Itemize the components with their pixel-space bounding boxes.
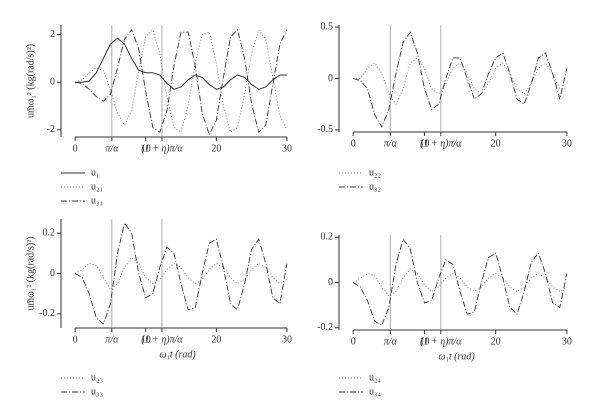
y-axis-label: um̄ω₁² (kg(rad/s)²)	[25, 44, 36, 118]
x-tick-label: 0	[351, 138, 356, 149]
x-tick-label: 20	[491, 336, 501, 347]
legend-label: u₂₃	[91, 372, 103, 383]
y-tick-label: 0	[328, 73, 333, 84]
series-line	[352, 238, 568, 327]
legend-label: u₂₁	[91, 181, 103, 192]
legend-label: u₂₂	[369, 167, 381, 178]
x-tick-label: 10	[141, 334, 151, 345]
x-tick-label: 30	[562, 138, 572, 149]
x-tick-label: (1 + η)π/α	[420, 138, 462, 149]
y-tick-label: -0.5	[317, 124, 333, 135]
series-line	[352, 268, 568, 297]
x-tick-label: 30	[282, 143, 292, 154]
x-tick-label: 30	[562, 336, 572, 347]
x-tick-label: π/α	[105, 143, 119, 154]
x-tick-label: 20	[211, 334, 221, 345]
series-line	[74, 28, 288, 133]
y-tick-label: 0.2	[43, 227, 56, 238]
x-tick-label: 10	[141, 143, 151, 154]
series-line	[74, 221, 288, 325]
x-axis-label: ω₁t (rad)	[159, 349, 196, 360]
x-tick-label: (1 + η)π/α	[420, 336, 462, 347]
y-tick-label: 0	[50, 76, 55, 87]
x-tick-label: 0	[73, 334, 78, 345]
x-axis-label: ω₁t (rad)	[438, 351, 475, 362]
x-tick-label: π/α	[384, 138, 398, 149]
series-line	[353, 31, 568, 128]
x-tick-label: 10	[419, 138, 429, 149]
x-tick-label: 20	[211, 143, 221, 154]
x-tick-label: 10	[419, 336, 429, 347]
x-tick-label: 30	[282, 334, 292, 345]
legend-label: u₂₄	[369, 372, 381, 383]
x-tick-label: π/α	[384, 336, 398, 347]
x-tick-label: 0	[73, 143, 78, 154]
y-tick-label: 0.5	[321, 21, 334, 32]
y-tick-label: -0.2	[39, 308, 55, 319]
y-tick-label: 0	[50, 268, 55, 279]
x-tick-label: π/α	[105, 334, 119, 345]
series-line	[74, 256, 288, 291]
y-tick-label: 2	[50, 29, 55, 40]
series-line	[353, 57, 567, 106]
x-tick-label: 20	[491, 138, 501, 149]
x-tick-label: (1 + η)π/α	[141, 143, 183, 154]
legend-label: u₃₄	[369, 386, 381, 397]
y-axis-label: um̄ω₁² (kg(rad/s)²)	[25, 236, 36, 310]
series-line	[75, 28, 288, 136]
x-tick-label: (1 + η)π/α	[141, 334, 183, 345]
series-line	[75, 37, 287, 90]
y-tick-label: -2	[47, 124, 55, 135]
y-tick-label: 0	[328, 277, 333, 288]
legend-label: u₃₁	[91, 195, 103, 206]
y-tick-label: 0.2	[321, 232, 334, 243]
legend-label: u₃₃	[91, 386, 103, 397]
legend-label: u₁	[91, 167, 100, 178]
legend-label: u₃₂	[369, 181, 381, 192]
y-tick-label: -0.2	[317, 322, 333, 333]
x-tick-label: 0	[351, 336, 356, 347]
